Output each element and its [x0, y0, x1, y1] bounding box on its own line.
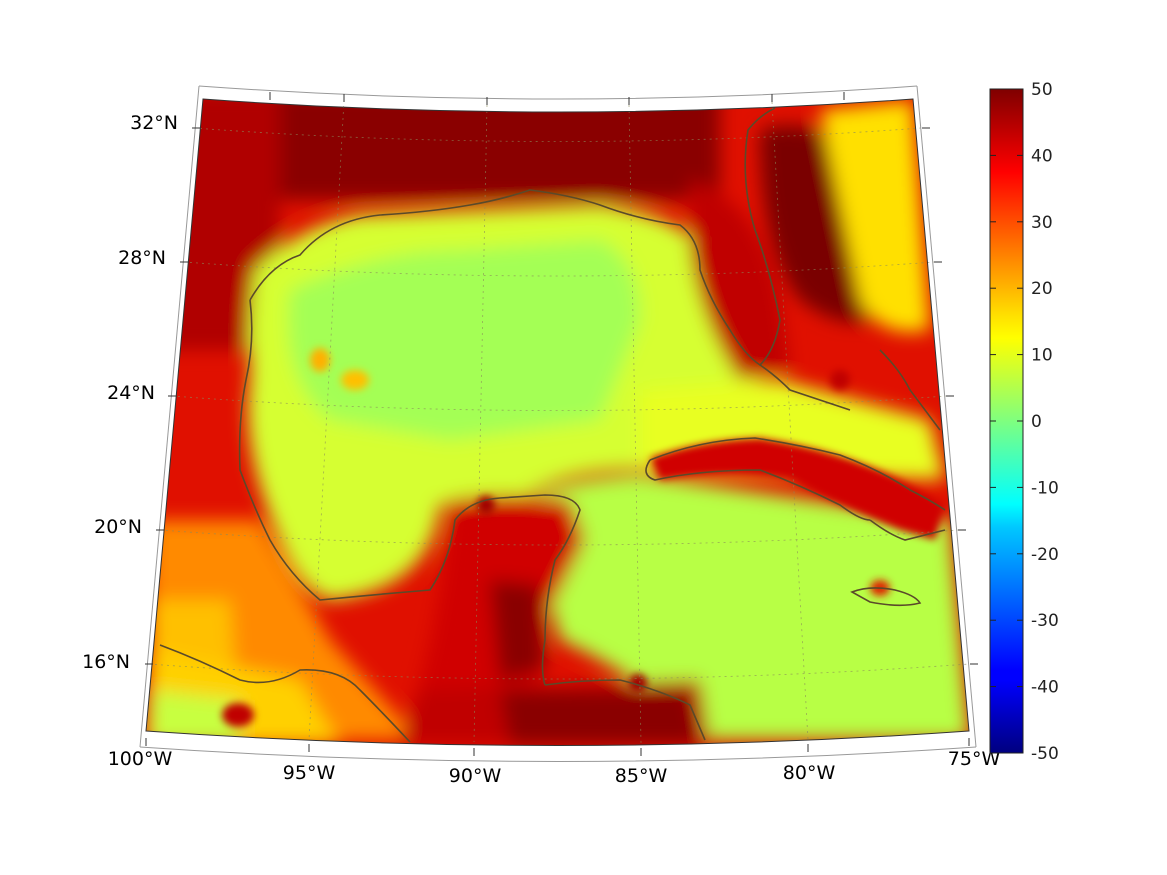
colorbar-tick-label: 10: [1031, 346, 1053, 366]
lat-label: 28°N: [118, 247, 166, 269]
map-field: [146, 99, 969, 746]
lat-label: 20°N: [94, 516, 142, 538]
colorbar-tick-label: -30: [1031, 611, 1059, 631]
coastlines: [159, 107, 946, 743]
graticule: [148, 99, 970, 744]
lon-label: 85°W: [615, 765, 668, 787]
colorbar-tick-label: -20: [1031, 545, 1059, 565]
colorbar-ticks: 50 40 30 20 10 0 -10 -20 -30 -40 -50: [990, 80, 1059, 764]
colorbar-tick-label: 40: [1031, 146, 1053, 166]
lon-label: 95°W: [283, 762, 336, 784]
lat-label: 16°N: [82, 651, 130, 673]
colorbar-tick-label: -10: [1031, 478, 1059, 498]
colorbar-tick-label: -40: [1031, 678, 1059, 698]
colorbar-tick-label: -50: [1031, 744, 1059, 764]
colorbar: 50 40 30 20 10 0 -10 -20 -30 -40 -50: [989, 80, 1059, 764]
lon-label: 100°W: [108, 748, 173, 770]
map-frame: [145, 98, 970, 746]
lat-label: 24°N: [107, 382, 155, 404]
colorbar-tick-label: 20: [1031, 279, 1053, 299]
lon-labels: 100°W 95°W 90°W 85°W 80°W 75°W: [108, 748, 1001, 787]
tick-marks: [145, 92, 978, 756]
lat-label: 32°N: [130, 112, 178, 134]
lon-label: 80°W: [783, 762, 836, 784]
lat-labels: 32°N 28°N 24°N 20°N 16°N: [82, 112, 178, 673]
lon-label: 90°W: [449, 765, 502, 787]
colorbar-tick-label: 30: [1031, 213, 1053, 233]
colorbar-tick-label: 0: [1031, 412, 1042, 432]
lon-label: 75°W: [948, 748, 1001, 770]
colorbar-tick-label: 50: [1031, 80, 1053, 100]
